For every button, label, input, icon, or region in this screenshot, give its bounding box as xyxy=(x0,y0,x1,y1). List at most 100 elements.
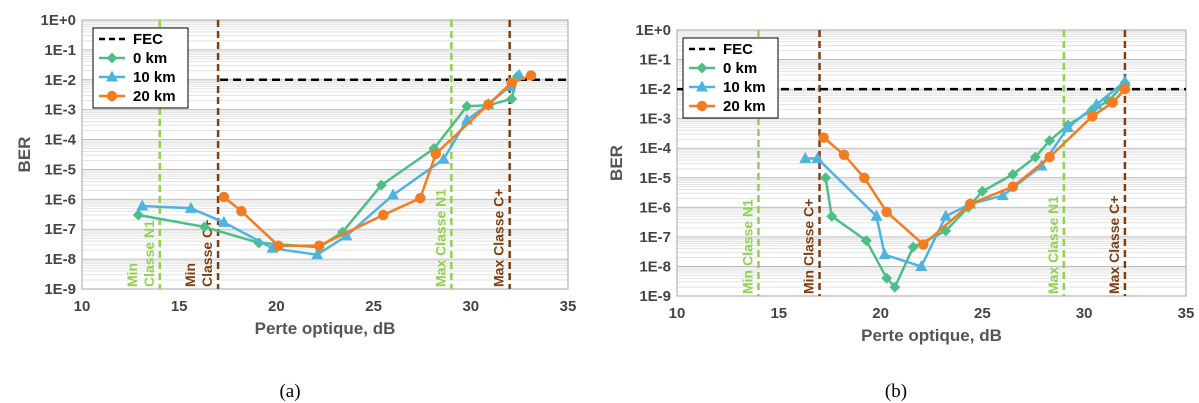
data-point xyxy=(826,210,838,222)
y-tick-label: 1E-6 xyxy=(639,199,671,216)
data-point xyxy=(838,149,850,160)
data-point xyxy=(313,240,325,251)
class-limit-label: Min Classe N1 xyxy=(739,199,755,294)
legend-entry: 20 km xyxy=(133,88,176,105)
data-point xyxy=(340,229,353,241)
data-point xyxy=(889,281,901,293)
data-point xyxy=(437,152,450,164)
series-line xyxy=(805,80,1126,268)
legend-entry: 10 km xyxy=(133,69,176,86)
series-line xyxy=(822,88,1126,246)
data-point xyxy=(860,235,872,247)
figure-caption: (a) xyxy=(279,381,300,402)
class-limit-label: Max Classe C+ xyxy=(1106,196,1122,294)
y-tick-label: 1E+0 xyxy=(41,12,76,29)
data-point xyxy=(939,209,952,221)
y-tick-label: 1E-7 xyxy=(639,229,671,246)
y-axis-label: BER xyxy=(15,137,34,173)
data-point xyxy=(1107,97,1118,108)
y-tick-label: 1E-1 xyxy=(639,52,671,69)
data-point xyxy=(430,148,442,160)
legend: FEC 0 km 10 km 20 km xyxy=(682,37,779,119)
data-point xyxy=(878,248,891,260)
data-point xyxy=(996,189,1009,201)
y-tick-label: 1E-3 xyxy=(639,111,671,128)
data-point xyxy=(525,70,537,81)
x-tick-label: 30 xyxy=(462,298,479,315)
class-limit-label: Min xyxy=(182,263,198,287)
class-limit-label: Max Classe N1 xyxy=(432,189,448,287)
y-tick-label: 1E-2 xyxy=(44,72,76,89)
plot-area xyxy=(81,19,569,290)
y-tick-label: 1E-7 xyxy=(44,221,76,238)
x-tick-label: 20 xyxy=(872,305,889,322)
x-tick-label: 15 xyxy=(171,298,188,315)
x-tick-label: 20 xyxy=(268,298,285,315)
data-point xyxy=(198,221,210,233)
y-tick-label: 1E-5 xyxy=(639,170,671,187)
data-point xyxy=(859,172,870,183)
x-tick-label: 10 xyxy=(669,305,686,322)
legend-entry: FEC xyxy=(133,31,163,48)
data-point xyxy=(253,237,265,249)
series-line xyxy=(138,76,519,249)
data-point xyxy=(818,132,829,143)
legend: FEC 0 km 10 km 20 km xyxy=(92,27,189,109)
class-limit-label: Max Classe N1 xyxy=(1045,196,1061,294)
class-limit-label: Min Classe C+ xyxy=(801,199,817,294)
data-point xyxy=(513,68,526,80)
y-tick-label: 1E-5 xyxy=(44,161,76,178)
data-point xyxy=(1119,83,1131,95)
legend-marker xyxy=(106,90,118,102)
data-point xyxy=(506,93,518,105)
legend-marker xyxy=(696,62,708,74)
x-axis-label: Perte optique, dB xyxy=(861,326,1002,345)
data-point xyxy=(506,77,517,88)
y-tick-label: 1E+0 xyxy=(636,22,671,39)
data-point xyxy=(217,215,230,227)
data-point xyxy=(1087,111,1098,122)
y-tick-label: 1E-4 xyxy=(639,140,671,157)
legend-marker xyxy=(106,70,118,82)
data-point xyxy=(881,272,893,284)
data-point xyxy=(964,198,976,210)
data-point xyxy=(820,172,832,184)
data-point xyxy=(907,241,919,253)
legend-box xyxy=(682,37,779,119)
legend-marker xyxy=(106,52,118,64)
chart-b: 1E-9 1E-8 1E-7 1E-6 1E-5 1E-4 1E-3 1E-2 1E-1 1E+0… xyxy=(607,22,1194,402)
y-tick-label: 1E-9 xyxy=(44,281,76,298)
legend-marker xyxy=(696,80,708,92)
class-limit-label: Classe N1 xyxy=(141,220,157,287)
data-point xyxy=(1044,135,1056,147)
legend-entry: 10 km xyxy=(723,79,766,96)
data-point xyxy=(1044,151,1055,163)
data-point xyxy=(311,248,324,260)
y-tick-label: 1E-8 xyxy=(44,251,76,268)
data-point xyxy=(918,239,929,250)
data-point xyxy=(132,209,144,221)
data-point xyxy=(378,209,389,221)
x-tick-label: 35 xyxy=(1178,305,1195,322)
class-limit-label: Max Classe C+ xyxy=(491,189,507,287)
y-tick-label: 1E-4 xyxy=(44,132,76,149)
figure-caption: (b) xyxy=(885,381,907,402)
data-point xyxy=(811,151,824,163)
class-limit-label: Min xyxy=(124,263,140,287)
data-point xyxy=(218,191,230,203)
legend-marker xyxy=(696,100,708,112)
legend-entry: FEC xyxy=(723,41,753,58)
x-tick-label: 25 xyxy=(365,298,382,315)
y-tick-label: 1E-9 xyxy=(639,288,671,305)
y-axis-label: BER xyxy=(607,145,626,181)
data-point xyxy=(1061,121,1074,133)
data-point xyxy=(1029,151,1041,163)
y-tick-label: 1E-3 xyxy=(44,102,76,119)
data-point xyxy=(273,240,284,251)
plot-area xyxy=(676,29,1187,297)
series-20km xyxy=(218,70,537,251)
y-tick-label: 1E-6 xyxy=(44,191,76,208)
series-line xyxy=(223,74,532,247)
data-point xyxy=(236,206,247,217)
